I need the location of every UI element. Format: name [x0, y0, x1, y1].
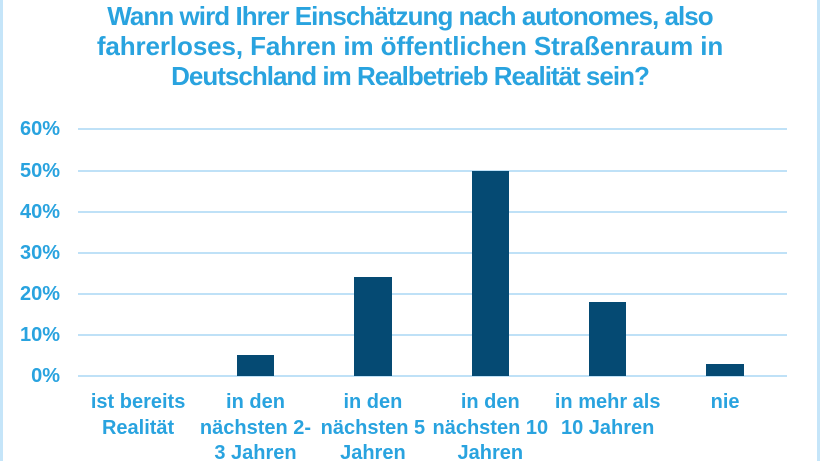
chart-title: Wann wird Ihrer Einschätzung nach autono… [0, 1, 820, 91]
bar-2 [236, 355, 275, 376]
right-border-rule [817, 0, 820, 461]
x-axis-label-5: in mehr als 10 Jahren [554, 391, 661, 439]
x-axis-label-4: in den nächsten 10 Jahren [432, 391, 549, 461]
y-axis-label-30%: 30% [19, 241, 60, 264]
chart-title-line-1: Wann wird Ihrer Einschätzung nach autono… [107, 1, 713, 31]
x-axis-label-6: nie [710, 391, 740, 413]
x-axis-label-2: in den nächsten 2- 3 Jahren [199, 391, 312, 461]
gridline-10% [78, 333, 787, 336]
bar-6 [706, 363, 744, 376]
x-axis-label-3: in den nächsten 5 Jahren [320, 391, 426, 461]
gridline-40% [78, 210, 787, 213]
gridline-0% [78, 375, 787, 377]
gridline-20% [78, 292, 787, 295]
y-axis-label-40%: 40% [19, 200, 60, 223]
chart-title-line-3: Deutschland im Realbetrieb Realität sein… [171, 61, 650, 91]
y-axis-label-10%: 10% [19, 323, 60, 346]
gridline-30% [78, 251, 787, 254]
y-axis-label-0%: 0% [31, 365, 60, 387]
gridline-50% [78, 169, 787, 172]
bar-5 [588, 302, 627, 376]
bar-3 [354, 277, 392, 376]
left-border-rule [0, 0, 3, 461]
chart-title-line-2: fahrerloses, Fahren im öffentlichen Stra… [96, 31, 724, 61]
y-axis-label-50%: 50% [19, 159, 60, 182]
gridline-60% [78, 128, 787, 131]
y-axis-label-20%: 20% [19, 282, 60, 305]
bar-4 [471, 170, 510, 376]
x-axis-label-1: ist bereits Realität [90, 391, 186, 439]
y-axis-label-60%: 60% [19, 118, 60, 141]
